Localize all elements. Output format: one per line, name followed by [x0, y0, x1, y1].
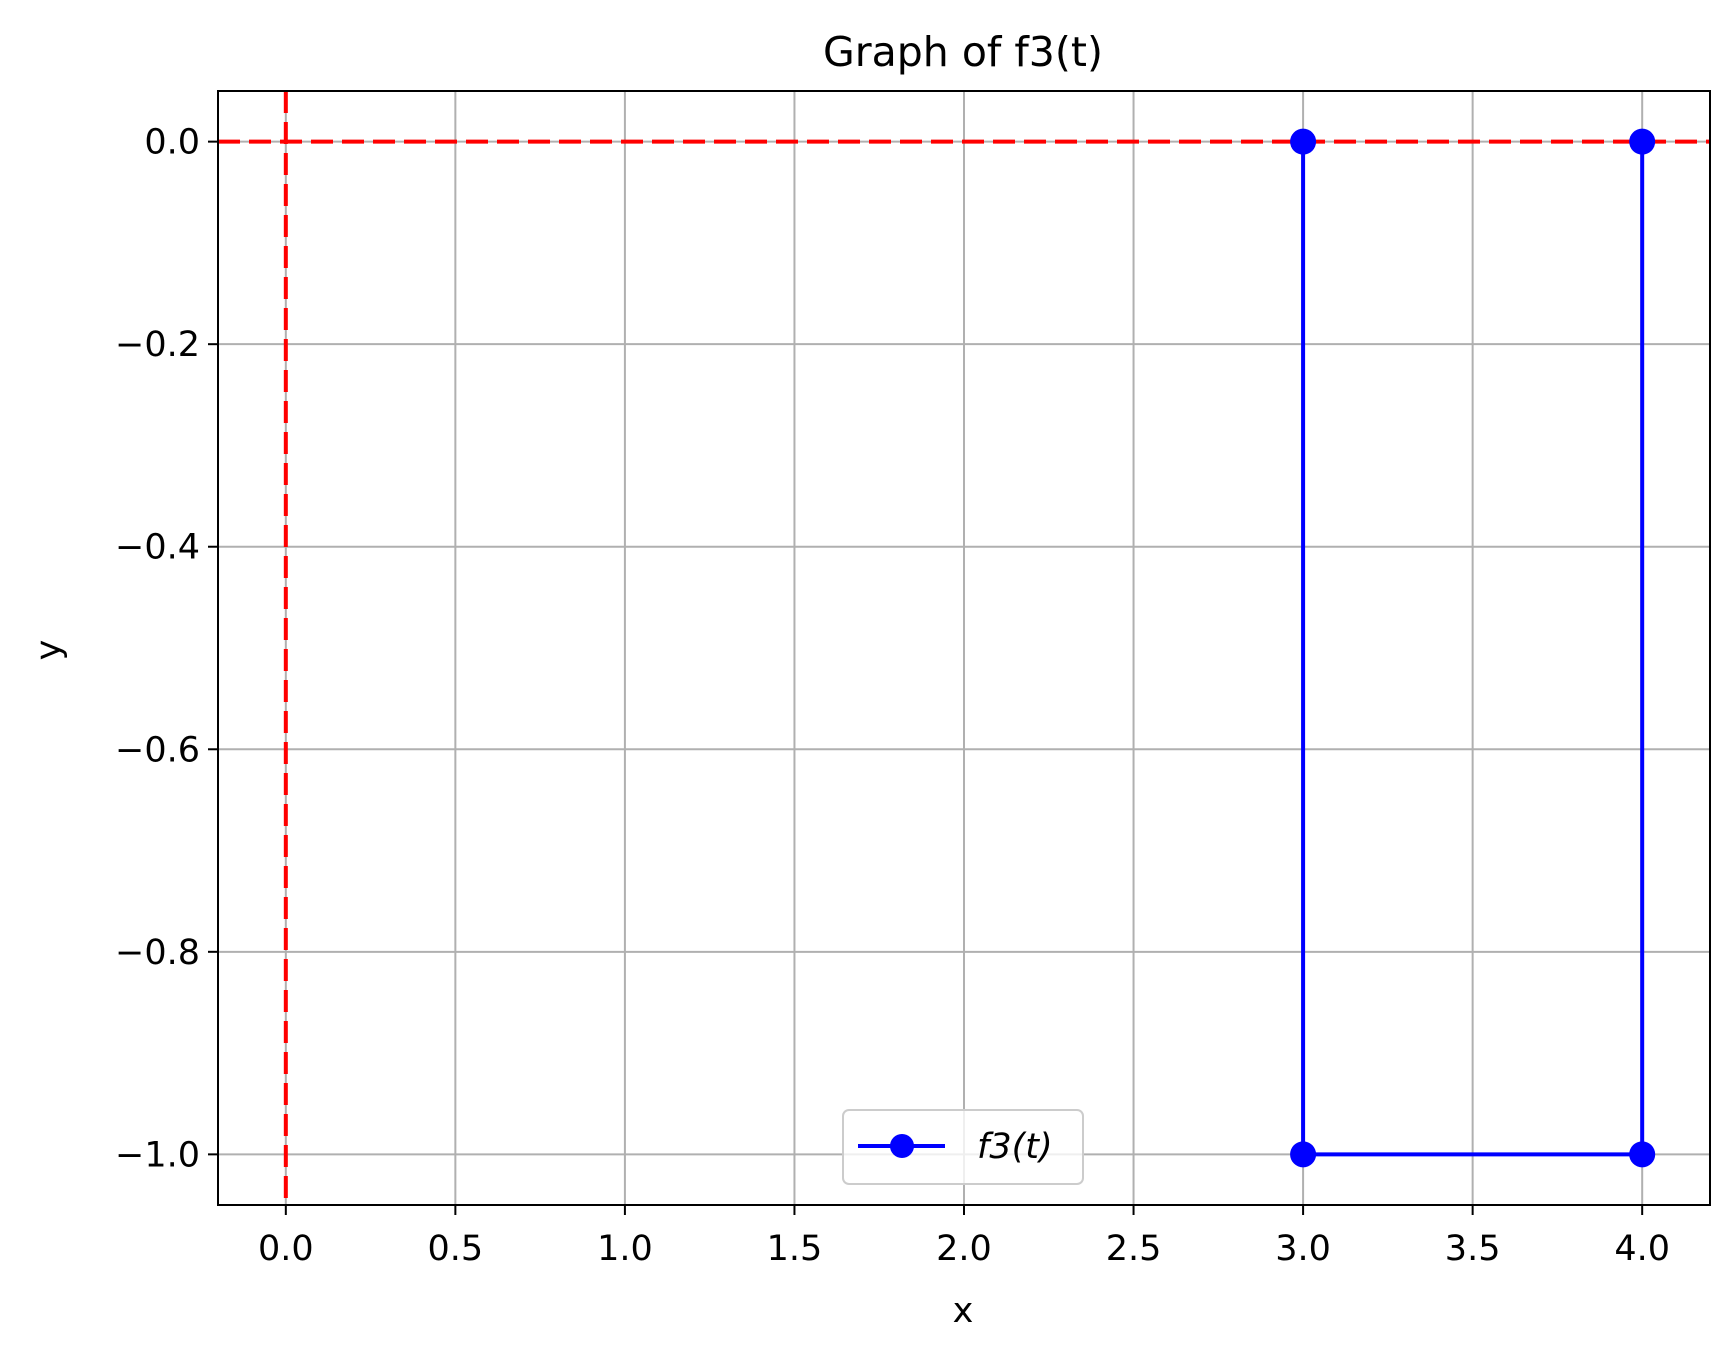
legend-frame [842, 1109, 1084, 1185]
x-tick-label-4: 2.0 [936, 1229, 992, 1269]
data-point-0-3 [1629, 128, 1656, 155]
x-tick-label-0: 0.0 [258, 1229, 314, 1269]
data-point-0-0 [1290, 128, 1317, 155]
data-point-0-2 [1629, 1141, 1656, 1168]
data-point-0-1 [1290, 1141, 1317, 1168]
x-tick-label-6: 3.0 [1275, 1229, 1331, 1269]
series-layer [1290, 128, 1656, 1168]
x-axis-label: x [953, 1291, 974, 1331]
y-axis-label: y [29, 640, 69, 661]
y-tick-label-5: −1.0 [115, 1135, 200, 1175]
y-tick-label-1: −0.2 [115, 325, 200, 365]
x-tick-label-3: 1.5 [767, 1229, 823, 1269]
chart-title: Graph of f3(t) [823, 28, 1103, 76]
legend-marker [890, 1134, 914, 1158]
x-tick-label-2: 1.0 [597, 1229, 653, 1269]
x-tick-label-1: 0.5 [428, 1229, 484, 1269]
legend: f3(t) [842, 1109, 1084, 1185]
x-tick-label-7: 3.5 [1445, 1229, 1501, 1269]
x-tick-label-8: 4.0 [1614, 1229, 1670, 1269]
y-tick-label-4: −0.8 [115, 933, 200, 973]
tick-layer: 0.0 0.5 1.0 1.5 2.0 2.5 3.0 3.5 4.0 0.0 −0.2 −0.4 −0… [115, 123, 1670, 1269]
y-tick-label-3: −0.6 [115, 730, 200, 770]
y-tick-label-2: −0.4 [115, 528, 200, 568]
y-tick-label-0: 0.0 [144, 123, 200, 163]
reference-lines-layer [218, 91, 1710, 1205]
series-line-0 [1301, 141, 1645, 1157]
x-tick-label-5: 2.5 [1106, 1229, 1162, 1269]
legend-entry-label: f3(t) [977, 1127, 1053, 1167]
